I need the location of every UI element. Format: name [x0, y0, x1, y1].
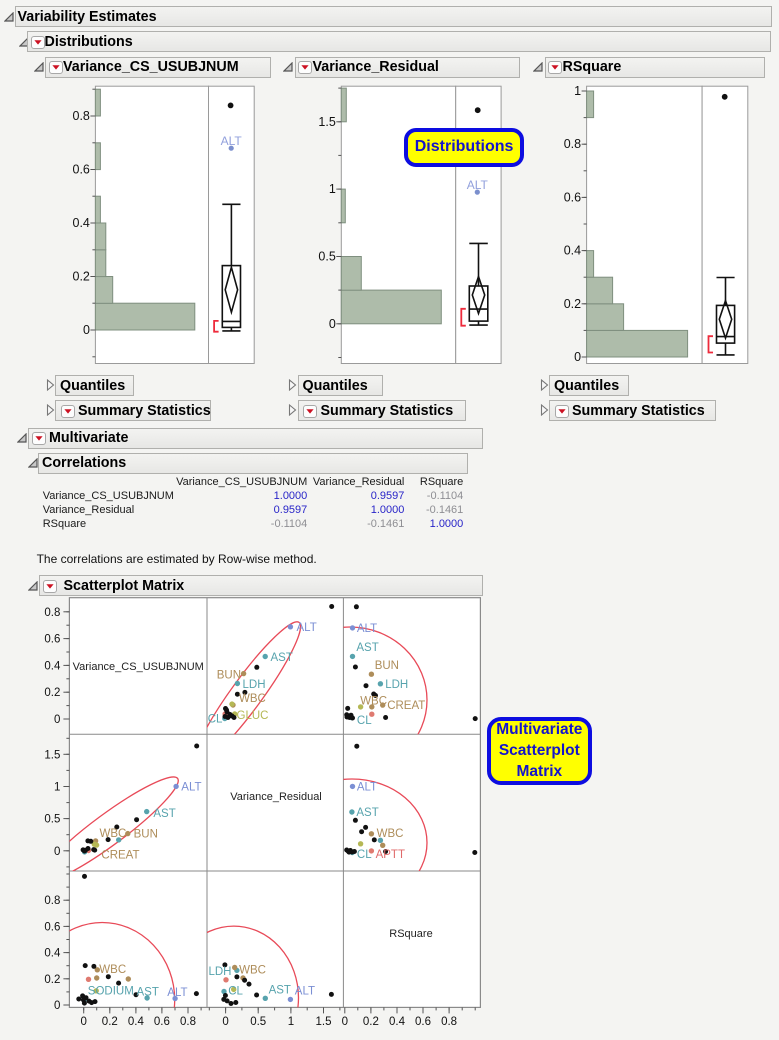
svg-text:GLUC: GLUC	[237, 710, 269, 722]
svg-text:0.4: 0.4	[389, 1016, 406, 1028]
svg-text:0: 0	[80, 1016, 86, 1028]
svg-text:ALT: ALT	[181, 781, 201, 793]
svg-text:0.5: 0.5	[318, 250, 335, 264]
svg-text:1.5: 1.5	[318, 115, 335, 129]
svg-text:0.6: 0.6	[44, 921, 60, 933]
svg-text:LDH: LDH	[208, 966, 231, 978]
svg-text:ALT: ALT	[221, 134, 243, 148]
svg-text:0: 0	[54, 714, 60, 726]
svg-text:0.6: 0.6	[44, 634, 60, 646]
svg-text:WBC: WBC	[100, 828, 127, 840]
svg-text:0.8: 0.8	[73, 109, 90, 123]
svg-text:ALT: ALT	[357, 781, 377, 793]
svg-text:CL: CL	[208, 714, 223, 726]
svg-text:ALT: ALT	[167, 987, 187, 999]
svg-text:0.2: 0.2	[73, 270, 90, 284]
svg-text:AST: AST	[356, 807, 378, 819]
svg-text:WBC: WBC	[239, 964, 266, 976]
svg-text:0.2: 0.2	[44, 974, 60, 986]
svg-text:Variance_CS_USUBJNUM: Variance_CS_USUBJNUM	[73, 661, 204, 673]
svg-text:AST: AST	[271, 652, 293, 664]
svg-text:0.2: 0.2	[44, 687, 60, 699]
svg-text:AST: AST	[269, 984, 291, 996]
svg-text:SODIUM: SODIUM	[88, 985, 134, 997]
svg-text:0.6: 0.6	[154, 1016, 170, 1028]
svg-text:0.8: 0.8	[44, 895, 60, 907]
svg-text:0.4: 0.4	[44, 660, 61, 672]
svg-text:0.8: 0.8	[180, 1016, 196, 1028]
svg-text:0: 0	[574, 350, 581, 364]
svg-text:CL: CL	[357, 849, 372, 861]
svg-text:BUN: BUN	[134, 829, 158, 841]
svg-text:ALT: ALT	[295, 986, 315, 998]
svg-text:0: 0	[83, 323, 90, 337]
svg-text:0: 0	[342, 1016, 348, 1028]
svg-text:0.5: 0.5	[44, 814, 60, 826]
svg-text:Variance_Residual: Variance_Residual	[230, 791, 322, 803]
svg-text:0.8: 0.8	[441, 1016, 457, 1028]
svg-text:LDH: LDH	[243, 679, 266, 691]
svg-text:0: 0	[54, 846, 60, 858]
svg-text:0: 0	[222, 1016, 228, 1028]
svg-text:1: 1	[329, 182, 336, 196]
svg-text:CL: CL	[228, 986, 243, 998]
svg-text:1.5: 1.5	[44, 749, 60, 761]
svg-text:WBC: WBC	[99, 964, 126, 976]
svg-text:BUN: BUN	[217, 670, 241, 682]
svg-text:1: 1	[54, 782, 60, 794]
svg-text:WBC: WBC	[360, 696, 387, 708]
svg-text:0.2: 0.2	[102, 1016, 118, 1028]
svg-text:1.5: 1.5	[316, 1016, 332, 1028]
svg-text:AST: AST	[137, 986, 159, 998]
svg-text:ALT: ALT	[357, 623, 377, 635]
svg-text:0: 0	[54, 1000, 60, 1012]
svg-text:0.4: 0.4	[44, 948, 61, 960]
svg-text:AST: AST	[153, 808, 175, 820]
svg-text:0.6: 0.6	[73, 163, 90, 177]
svg-text:0: 0	[329, 317, 336, 331]
svg-text:BUN: BUN	[375, 660, 399, 672]
svg-text:ALT: ALT	[297, 622, 317, 634]
svg-text:1: 1	[288, 1016, 294, 1028]
svg-text:APTT: APTT	[376, 849, 405, 861]
svg-text:CL: CL	[357, 715, 372, 727]
svg-text:ALT: ALT	[467, 178, 489, 192]
svg-text:CREAT: CREAT	[101, 849, 139, 861]
svg-text:0.4: 0.4	[128, 1016, 145, 1028]
svg-text:0.4: 0.4	[564, 244, 581, 258]
svg-text:0.4: 0.4	[73, 216, 90, 230]
svg-text:1: 1	[574, 84, 581, 98]
svg-text:AST: AST	[356, 642, 378, 654]
svg-text:0.2: 0.2	[363, 1016, 379, 1028]
svg-text:0.6: 0.6	[564, 190, 581, 204]
svg-text:0.8: 0.8	[44, 607, 60, 619]
svg-text:WBC: WBC	[377, 828, 404, 840]
svg-text:LDH: LDH	[385, 679, 408, 691]
svg-text:0.5: 0.5	[250, 1016, 266, 1028]
svg-text:RSquare: RSquare	[389, 928, 432, 940]
svg-text:0.2: 0.2	[564, 297, 581, 311]
svg-text:0.6: 0.6	[415, 1016, 431, 1028]
svg-text:WBC: WBC	[239, 693, 266, 705]
svg-text:CREAT: CREAT	[387, 700, 425, 712]
svg-text:0.8: 0.8	[564, 137, 581, 151]
